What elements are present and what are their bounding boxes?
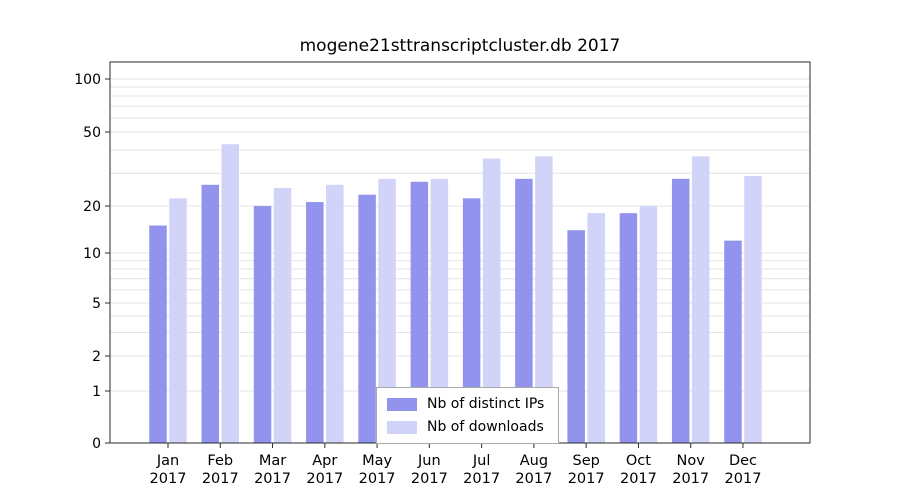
bar-downloads-jul <box>482 158 501 443</box>
x-axis-label-month: Feb <box>207 453 233 469</box>
bar-distinct-ips-jul <box>462 198 481 443</box>
legend: Nb of distinct IPs Nb of downloads <box>376 387 560 444</box>
bar-distinct-ips-oct <box>619 213 638 443</box>
y-axis-tick-label: 1 <box>92 384 101 400</box>
x-axis-label-month: May <box>362 453 392 469</box>
x-axis-label-year: 2017 <box>306 471 343 487</box>
x-axis-label-month: Aug <box>520 453 548 469</box>
y-axis-tick-label: 0 <box>92 436 101 452</box>
x-axis-label-year: 2017 <box>254 471 291 487</box>
bar-distinct-ips-dec <box>724 240 742 443</box>
x-axis-label-year: 2017 <box>672 471 709 487</box>
bar-downloads-jun <box>430 178 449 444</box>
bar-distinct-ips-may <box>358 194 376 443</box>
x-axis-label-year: 2017 <box>411 471 448 487</box>
y-axis-tick-label: 20 <box>83 199 101 215</box>
bar-downloads-nov <box>691 156 710 443</box>
bar-downloads-feb <box>221 144 240 443</box>
x-axis-label-year: 2017 <box>620 471 657 487</box>
bar-distinct-ips-apr <box>306 202 324 443</box>
x-axis-label-month: Nov <box>677 453 706 469</box>
legend-label-distinct-ips: Nb of distinct IPs <box>427 396 545 412</box>
x-axis-label-year: 2017 <box>725 471 762 487</box>
legend-swatch-downloads <box>387 420 417 434</box>
x-axis-label-month: Jan <box>156 453 179 469</box>
bar-distinct-ips-nov <box>671 178 690 444</box>
bar-downloads-mar <box>273 187 292 443</box>
bar-distinct-ips-jan <box>149 225 167 443</box>
x-axis-label-month: Mar <box>259 453 286 469</box>
x-axis-label-month: Oct <box>626 453 651 469</box>
x-axis-label-month: Apr <box>312 453 337 469</box>
y-axis-tick-label: 50 <box>83 125 101 141</box>
legend-label-downloads: Nb of downloads <box>427 419 544 435</box>
x-axis-label-month: Jul <box>472 453 491 469</box>
bar-downloads-aug <box>535 156 553 443</box>
x-axis-label-year: 2017 <box>202 471 239 487</box>
legend-item-distinct-ips: Nb of distinct IPs <box>387 396 544 412</box>
x-axis-label-year: 2017 <box>568 471 605 487</box>
bar-downloads-sep <box>587 213 605 443</box>
x-axis-label-month: Jun <box>417 453 441 469</box>
x-axis-label-month: Dec <box>729 453 757 469</box>
y-axis-tick-label: 10 <box>83 246 101 262</box>
y-axis-tick-label: 5 <box>92 296 101 312</box>
bar-distinct-ips-aug <box>515 178 533 444</box>
x-axis-label-year: 2017 <box>463 471 500 487</box>
x-axis-label-year: 2017 <box>359 471 396 487</box>
bar-distinct-ips-jun <box>410 181 429 443</box>
y-axis-tick-label: 100 <box>74 72 101 88</box>
bar-downloads-may <box>378 178 396 444</box>
bar-downloads-oct <box>639 206 658 443</box>
bar-downloads-jan <box>169 198 187 443</box>
chart-title: mogene21sttranscriptcluster.db 2017 <box>299 36 621 56</box>
legend-item-downloads: Nb of downloads <box>387 419 544 435</box>
x-axis-label-year: 2017 <box>515 471 552 487</box>
bar-distinct-ips-feb <box>201 184 220 444</box>
x-axis-label-year: 2017 <box>150 471 187 487</box>
y-axis-tick-label: 2 <box>92 349 101 365</box>
bar-downloads-dec <box>744 175 762 444</box>
bar-distinct-ips-mar <box>253 206 272 443</box>
bar-downloads-apr <box>326 184 344 444</box>
bar-distinct-ips-sep <box>567 230 585 443</box>
legend-swatch-distinct-ips <box>387 397 417 411</box>
x-axis-label-month: Sep <box>572 453 599 469</box>
